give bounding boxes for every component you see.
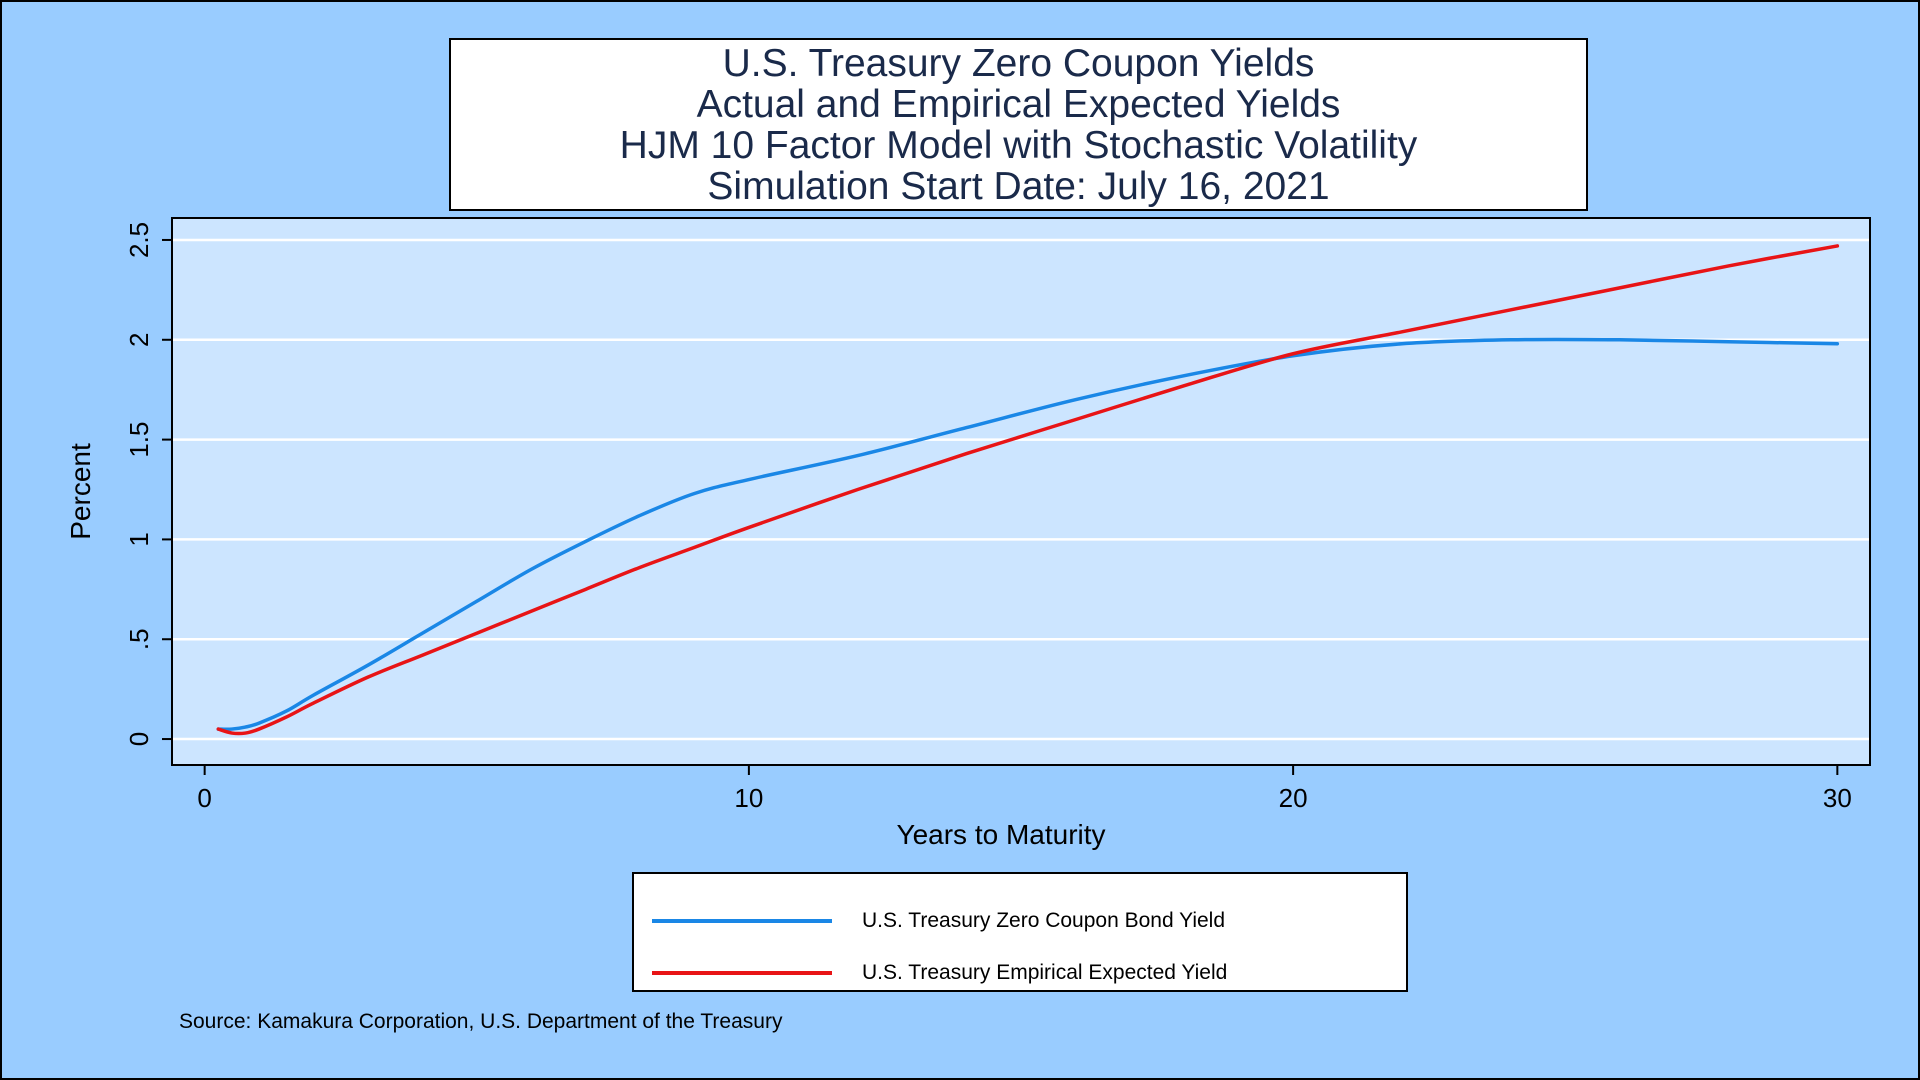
y-tick-label-3: 1.5	[124, 422, 154, 458]
y-tick-label-2: 1	[124, 532, 154, 546]
source-note: Source: Kamakura Corporation, U.S. Depar…	[179, 1010, 783, 1033]
x-tick-label-1: 10	[734, 783, 763, 813]
plot-border	[171, 217, 1871, 766]
legend-swatch-actual	[652, 919, 832, 923]
y-axis-title: Percent	[65, 443, 96, 540]
x-tick-label-2: 20	[1279, 783, 1308, 813]
y-tick-label-4: 2	[124, 333, 154, 347]
legend-label-actual: U.S. Treasury Zero Coupon Bond Yield	[862, 909, 1226, 932]
legend-item-expected: U.S. Treasury Empirical Expected Yield	[652, 961, 1227, 985]
title-line-3: HJM 10 Factor Model with Stochastic Vola…	[619, 123, 1418, 167]
title-line-4: Simulation Start Date: July 16, 2021	[707, 164, 1330, 208]
series-line-expected	[216, 244, 1840, 736]
y-tick-label-1: .5	[124, 628, 154, 650]
y-tick-label-0: 0	[124, 732, 154, 746]
x-axis-title: Years to Maturity	[896, 819, 1105, 850]
series-line-actual	[216, 337, 1840, 731]
legend: U.S. Treasury Zero Coupon Bond Yield U.S…	[632, 872, 1408, 992]
y-tick-label-5: 2.5	[124, 222, 154, 258]
legend-item-actual: U.S. Treasury Zero Coupon Bond Yield	[652, 909, 1225, 933]
title-line-1: U.S. Treasury Zero Coupon Yields	[722, 41, 1315, 85]
chart-title-box: U.S. Treasury Zero Coupon Yields Actual …	[449, 38, 1588, 211]
x-tick-label-0: 0	[197, 783, 211, 813]
legend-swatch-expected	[652, 971, 832, 975]
plot-area	[172, 218, 1870, 765]
title-line-2: Actual and Empirical Expected Yields	[696, 82, 1341, 126]
x-tick-label-3: 30	[1823, 783, 1852, 813]
legend-label-expected: U.S. Treasury Empirical Expected Yield	[862, 961, 1228, 984]
